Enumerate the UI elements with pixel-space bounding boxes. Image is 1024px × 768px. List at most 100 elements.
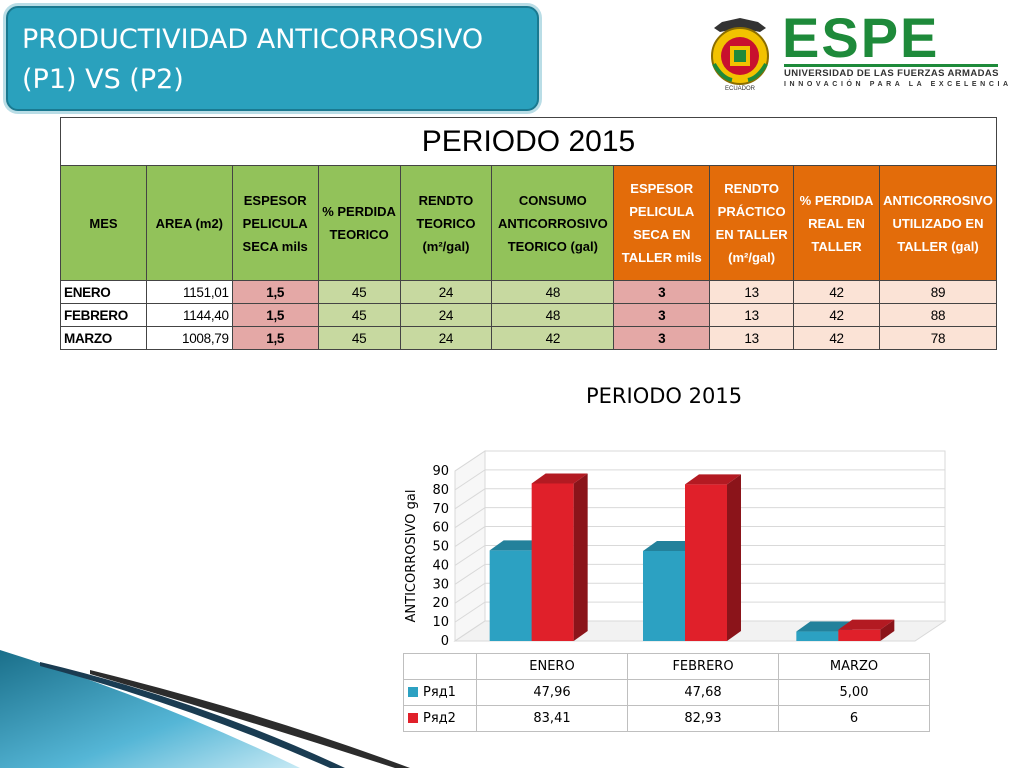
- cell-rendto-practico: 13: [709, 303, 795, 327]
- bar-front: [643, 550, 685, 641]
- cell-perdida-real: 42: [793, 280, 880, 304]
- gridline: [454, 469, 945, 491]
- cell-rendto-practico: 13: [709, 280, 795, 304]
- bar-front: [838, 629, 881, 641]
- header-anticorrosivo-utilizado: ANTICORROSIVO UTILIZADO EN TALLER (gal): [878, 165, 998, 281]
- category-label: ENERO: [476, 653, 628, 680]
- legend-entry: Ряд2: [403, 705, 477, 732]
- table-period-title: PERIODO 2015: [60, 117, 997, 166]
- cell-perdida-teorico: 45: [317, 326, 401, 350]
- logo-divider: [784, 64, 998, 67]
- cell-perdida-real: 42: [793, 303, 880, 327]
- legend-label: Ряд1: [423, 685, 456, 700]
- y-tick-label: 20: [432, 596, 449, 611]
- legend-entry: Ряд1: [403, 679, 477, 706]
- data-label: 6: [778, 705, 930, 732]
- cell-perdida-teorico: 45: [317, 303, 401, 327]
- table-row: MARZO 1008,79 1,5 45 24 42 3 13 42 78: [60, 326, 998, 350]
- table-row: FEBRERO 1144,40 1,5 45 24 48 3 13 42 88: [60, 303, 998, 327]
- decorative-swoosh: [0, 650, 410, 768]
- gridline: [454, 544, 945, 566]
- category-label: FEBRERO: [627, 653, 779, 680]
- cell-espesor-taller: 3: [613, 303, 711, 327]
- bar-front: [489, 550, 532, 641]
- data-label: 47,96: [476, 679, 628, 706]
- cell-rendto-practico: 13: [709, 326, 795, 350]
- table-header-row: MES AREA (m2) ESPESOR PELICULA SECA mils…: [60, 165, 998, 281]
- data-label: 5,00: [778, 679, 930, 706]
- gridline: [454, 507, 945, 529]
- cell-rendto-teorico: 24: [399, 326, 493, 350]
- espe-logo: ECUADOR ESPE UNIVERSIDAD DE LAS FUERZAS …: [702, 10, 1008, 94]
- cell-area: 1008,79: [145, 326, 233, 350]
- bar-top: [796, 621, 853, 632]
- y-tick-label: 50: [432, 540, 449, 555]
- legend-swatch: [408, 687, 418, 697]
- cell-consumo-teorico: 48: [491, 280, 615, 304]
- y-tick-label: 60: [432, 521, 449, 536]
- logo-tagline: INNOVACIÓN PARA LA EXCELENCIA: [784, 81, 1012, 88]
- bar-side: [880, 619, 895, 641]
- y-tick-label: 90: [432, 464, 449, 479]
- y-tick-label: 80: [432, 483, 449, 498]
- cell-espesor: 1,5: [231, 303, 319, 327]
- logo-subtitle: UNIVERSIDAD DE LAS FUERZAS ARMADAS: [784, 68, 999, 79]
- cell-perdida-real: 42: [793, 326, 880, 350]
- header-espesor-taller: ESPESOR PELICULA SECA EN TALLER mils: [613, 165, 711, 281]
- bar-chart: 0 10 20 30 40 50 60 70 80 90 ANTICORROSIVO gal: [404, 450, 947, 649]
- y-tick-label: 10: [432, 615, 449, 630]
- chart-title: PERIODO 2015: [586, 384, 743, 408]
- gridline: [454, 601, 945, 623]
- header-mes: MES: [60, 165, 147, 281]
- espe-wordmark: ESPE: [782, 6, 940, 69]
- gridline: [454, 450, 945, 472]
- header-rendto-practico: RENDTO PRÁCTICO EN TALLER (m²/gal): [709, 165, 795, 281]
- cell-anticorrosivo-utilizado: 88: [878, 303, 998, 327]
- slide-title-box: PRODUCTIVIDAD ANTICORROSIVO (P1) VS (P2): [6, 6, 539, 111]
- y-tick-label: 40: [432, 558, 449, 573]
- table-row: ENERO 1151,01 1,5 45 24 48 3 13 42 89: [60, 280, 998, 304]
- cell-area: 1144,40: [145, 303, 233, 327]
- header-perdida-teorico: % PERDIDA TEORICO: [317, 165, 401, 281]
- slide-title-line1: PRODUCTIVIDAD ANTICORROSIVO: [22, 24, 484, 55]
- bar-side: [727, 474, 741, 641]
- gridline: [454, 563, 945, 585]
- cell-rendto-teorico: 24: [399, 303, 493, 327]
- category-label: MARZO: [778, 653, 930, 680]
- data-label: 83,41: [476, 705, 628, 732]
- legend-label: Ряд2: [423, 711, 456, 726]
- cell-espesor-taller: 3: [613, 326, 711, 350]
- y-tick-label: 0: [441, 634, 449, 649]
- data-table-corner: [403, 653, 477, 680]
- header-area: AREA (m2): [145, 165, 233, 281]
- cell-rendto-teorico: 24: [399, 280, 493, 304]
- svg-text:ECUADOR: ECUADOR: [725, 86, 756, 92]
- cell-consumo-teorico: 48: [491, 303, 615, 327]
- bar-top: [838, 619, 895, 630]
- cell-anticorrosivo-utilizado: 78: [878, 326, 998, 350]
- gridline: [454, 582, 945, 604]
- header-perdida-real: % PERDIDA REAL EN TALLER: [793, 165, 880, 281]
- cell-espesor: 1,5: [231, 326, 319, 350]
- cell-espesor: 1,5: [231, 280, 319, 304]
- chart-data-table: ENERO FEBRERO MARZO Ряд1 47,96 47,68 5,0…: [403, 653, 930, 732]
- header-rendto-teorico: RENDTO TEORICO (m²/gal): [399, 165, 493, 281]
- y-tick-label: 30: [432, 577, 449, 592]
- cell-anticorrosivo-utilizado: 89: [878, 280, 998, 304]
- data-label: 47,68: [627, 679, 779, 706]
- cell-mes: MARZO: [60, 326, 147, 350]
- bar-top: [685, 474, 741, 485]
- gridline: [454, 620, 945, 642]
- y-axis-label: ANTICORROSIVO gal: [404, 490, 419, 623]
- y-tick-label: 70: [432, 502, 449, 517]
- legend-swatch: [408, 713, 418, 723]
- period-table: PERIODO 2015 MES AREA (m2) ESPESOR PELIC…: [60, 117, 998, 350]
- bar-front: [531, 483, 574, 641]
- gridline: [454, 488, 945, 510]
- data-table-category-row: ENERO FEBRERO MARZO: [403, 653, 930, 680]
- bar-side: [573, 473, 588, 641]
- data-table-series-row: Ряд2 83,41 82,93 6: [403, 705, 930, 732]
- cell-consumo-teorico: 42: [491, 326, 615, 350]
- header-espesor: ESPESOR PELICULA SECA mils: [231, 165, 319, 281]
- espe-shield-icon: ECUADOR: [711, 18, 769, 92]
